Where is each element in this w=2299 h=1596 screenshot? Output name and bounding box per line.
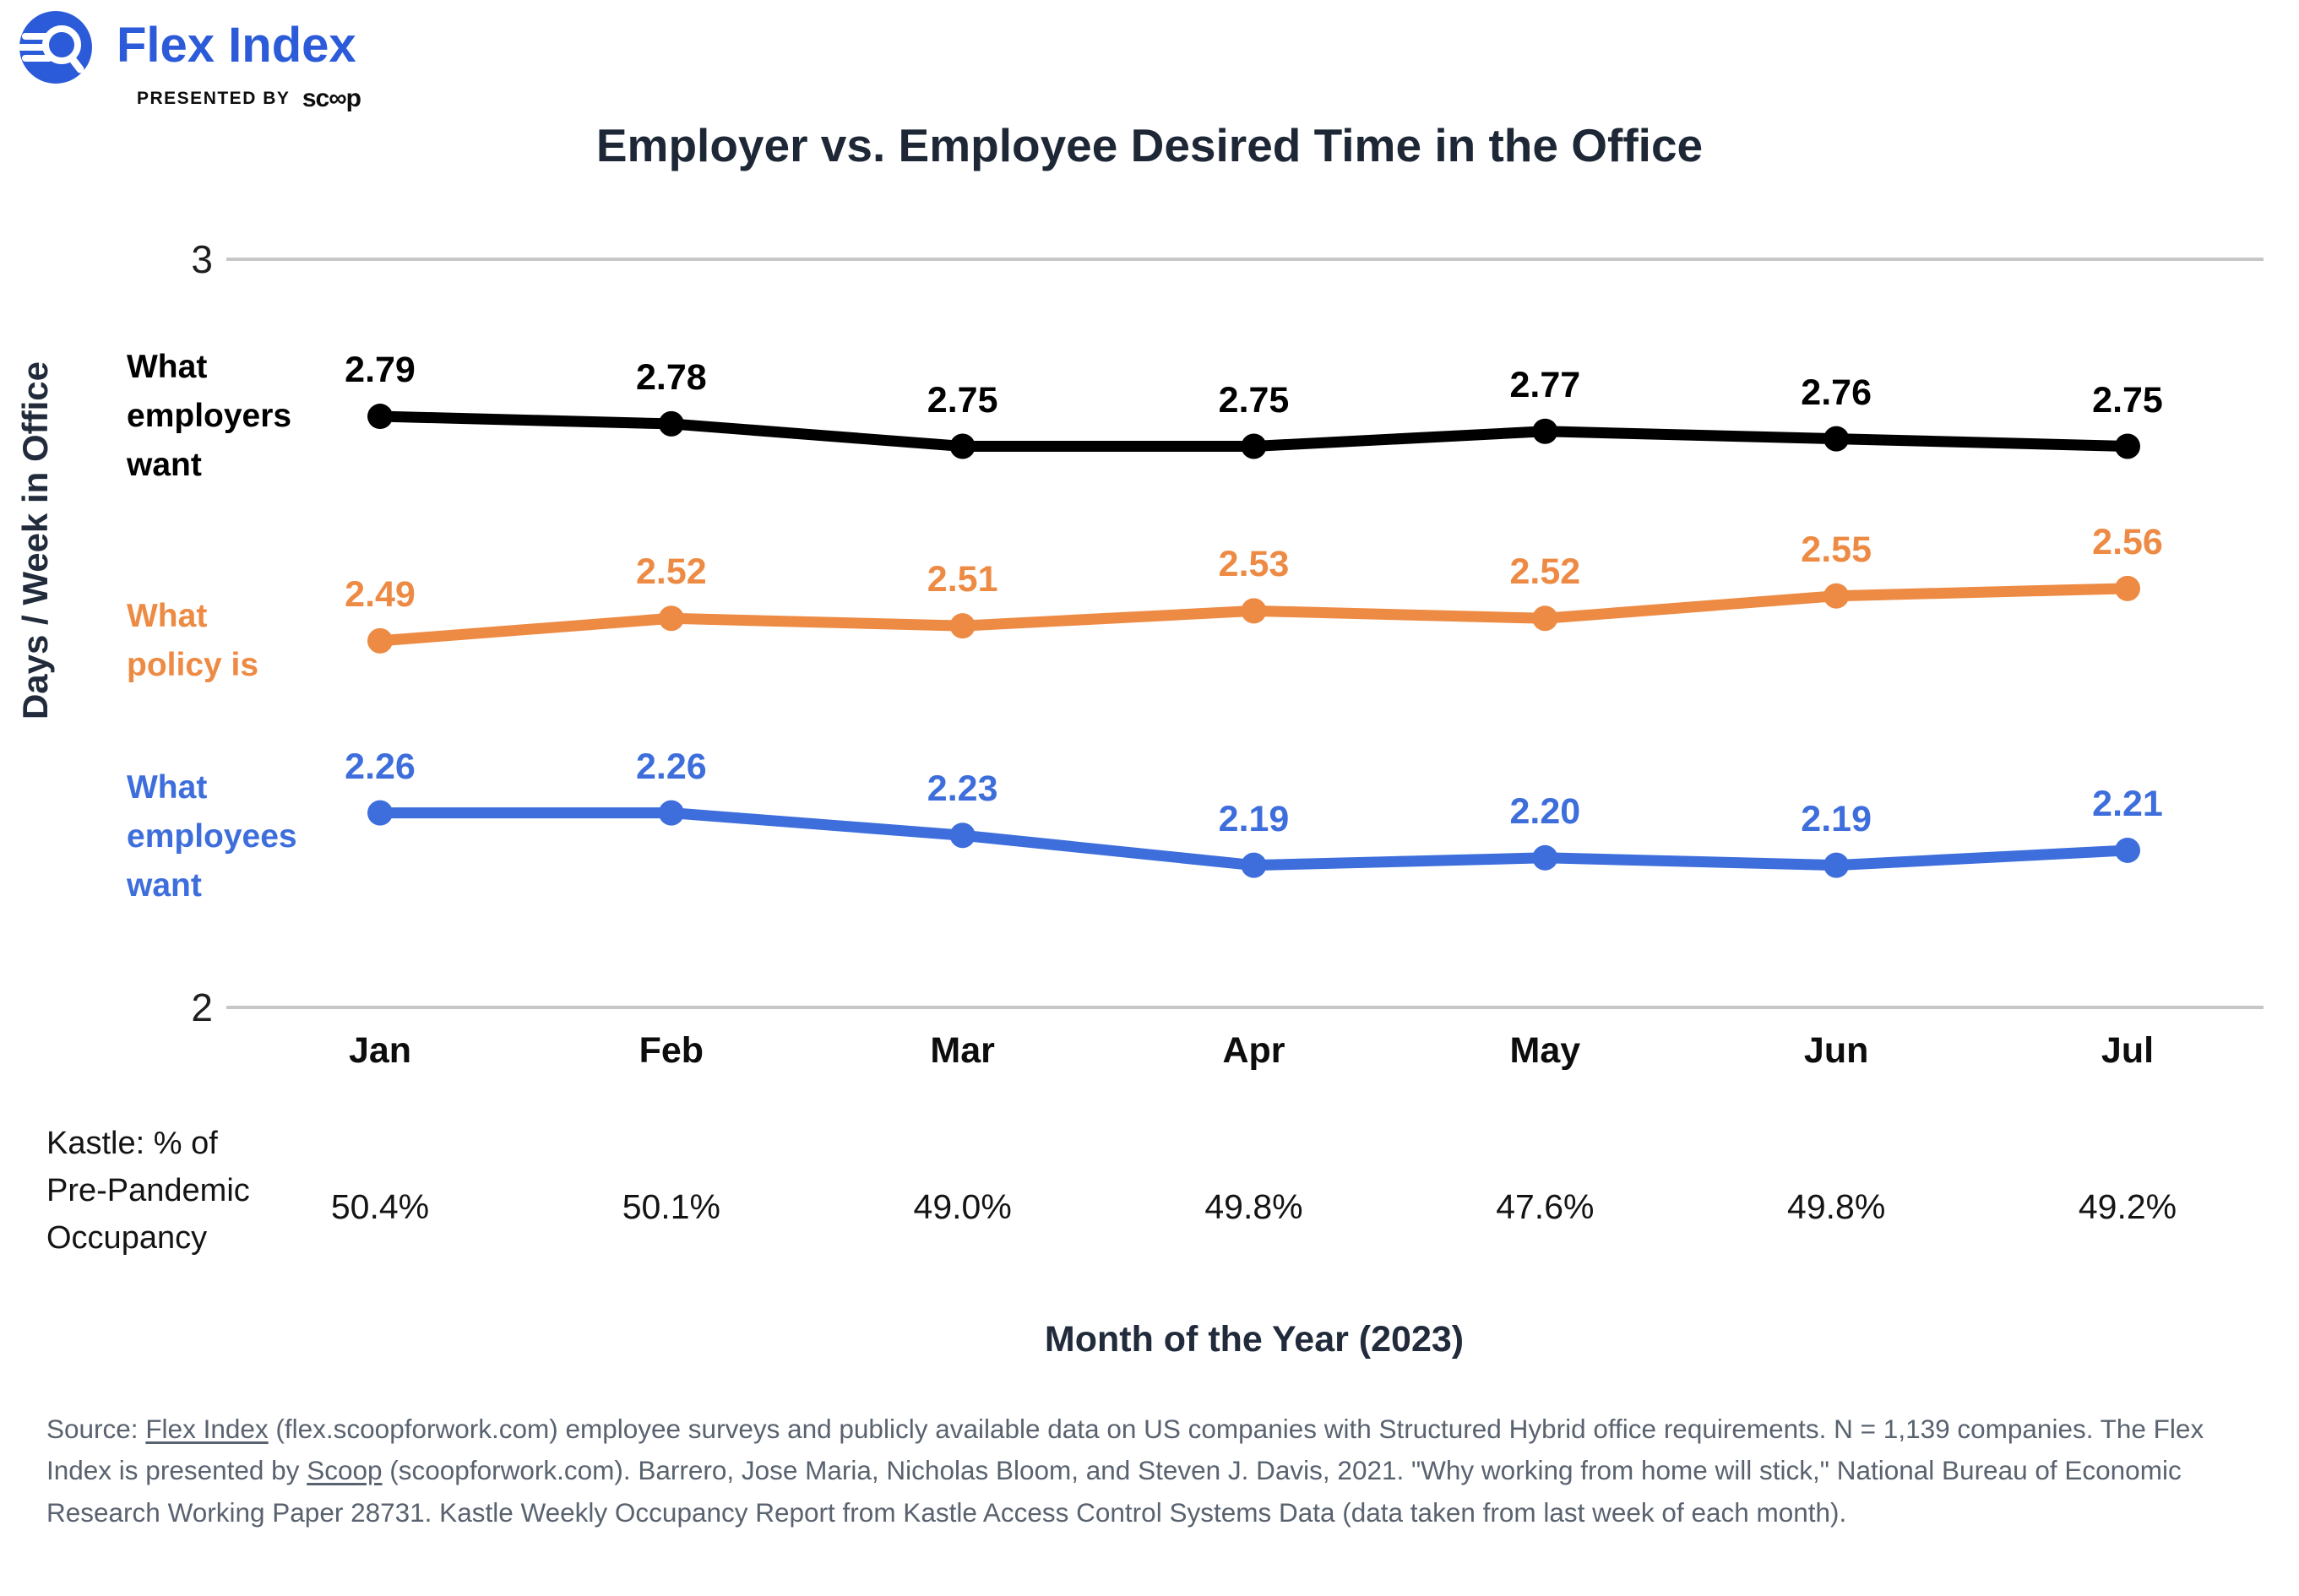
source-link[interactable]: Flex Index xyxy=(145,1414,269,1444)
series-point xyxy=(367,404,393,430)
series-point xyxy=(1823,583,1850,609)
value-label: 2.20 xyxy=(1509,790,1581,832)
presented-by-label: PRESENTED BY xyxy=(137,89,291,108)
kastle-value: 47.6% xyxy=(1496,1187,1595,1226)
month-label: Mar xyxy=(930,1030,995,1071)
value-label: 2.77 xyxy=(1509,364,1581,405)
month-label: Apr xyxy=(1222,1030,1285,1071)
value-label: 2.19 xyxy=(1218,798,1290,839)
scoop-wordmark: sc∞p xyxy=(302,84,361,112)
flex-index-icon xyxy=(19,11,92,84)
series-point xyxy=(1241,598,1267,624)
series-point xyxy=(367,627,393,654)
kastle-value: 50.1% xyxy=(622,1187,720,1226)
value-label: 2.55 xyxy=(1801,529,1872,570)
chart-title: Employer vs. Employee Desired Time in th… xyxy=(595,119,1704,171)
month-label: May xyxy=(1509,1030,1581,1071)
source-text: (flex.scoopforwork.com) employee surveys… xyxy=(46,1414,2204,1486)
kastle-value: 49.8% xyxy=(1204,1187,1303,1226)
value-label: 2.23 xyxy=(927,768,998,810)
kastle-value: 49.2% xyxy=(2078,1187,2177,1226)
series-point xyxy=(949,433,976,459)
value-label: 2.76 xyxy=(1801,372,1872,413)
value-label: 2.26 xyxy=(345,746,416,787)
series-point xyxy=(2115,837,2140,863)
series-point xyxy=(367,800,393,826)
source-text: (scoopforwork.com). Barrero, Jose Maria,… xyxy=(46,1455,2182,1528)
value-label: 2.51 xyxy=(927,559,998,600)
series-point xyxy=(949,613,976,639)
value-label: 2.75 xyxy=(2092,379,2163,421)
kastle-value: 49.0% xyxy=(913,1187,1012,1226)
value-label: 2.49 xyxy=(345,573,416,615)
series-point xyxy=(658,800,684,826)
series-point xyxy=(1823,852,1850,878)
presented-by-row: PRESENTED BY sc∞p xyxy=(137,84,361,113)
y-tick-label: 3 xyxy=(191,237,213,281)
source-note: Source: Flex Index (flex.scoopforwork.co… xyxy=(46,1409,2259,1534)
value-label: 2.75 xyxy=(1218,379,1290,421)
value-label: 2.21 xyxy=(2092,783,2163,824)
series-legend-label: What policy is xyxy=(127,597,259,683)
source-text: Source: xyxy=(46,1414,146,1444)
series-point xyxy=(1241,852,1267,878)
flex-index-wordmark: Flex Index xyxy=(117,18,356,73)
value-label: 2.79 xyxy=(345,350,416,391)
month-label: Jun xyxy=(1803,1030,1869,1071)
series-legend-label: What employers want xyxy=(127,349,292,484)
series-point xyxy=(658,605,684,632)
series-point xyxy=(1532,418,1558,444)
series-point xyxy=(658,410,684,437)
value-label: 2.53 xyxy=(1218,544,1290,585)
flex-index-logo: Flex Index PRESENTED BY sc∞p xyxy=(19,10,441,113)
source-link[interactable]: Scoop xyxy=(307,1455,383,1486)
series-point xyxy=(2115,433,2140,459)
value-label: 2.19 xyxy=(1801,798,1872,839)
series-point xyxy=(1532,605,1558,632)
value-label: 2.52 xyxy=(1509,551,1581,593)
series-point xyxy=(949,822,976,849)
kastle-value: 49.8% xyxy=(1787,1187,1886,1226)
series-point xyxy=(1532,844,1558,871)
value-label: 2.52 xyxy=(635,551,707,593)
value-label: 2.75 xyxy=(927,379,998,421)
month-label: Jul xyxy=(2101,1030,2155,1071)
y-tick-label: 2 xyxy=(191,985,213,1029)
kastle-row-label: Kastle: % of Pre-Pandemic Occupancy xyxy=(46,1126,250,1256)
x-axis-title: Month of the Year (2023) xyxy=(1044,1319,1465,1360)
month-label: Feb xyxy=(639,1030,704,1071)
month-label: Jan xyxy=(348,1030,412,1071)
series-legend-label: What employees want xyxy=(127,768,297,904)
value-label: 2.56 xyxy=(2092,521,2163,562)
value-label: 2.78 xyxy=(635,356,707,398)
value-label: 2.26 xyxy=(635,746,707,787)
kastle-value: 50.4% xyxy=(330,1187,430,1226)
series-point xyxy=(2115,575,2140,601)
series-point xyxy=(1823,426,1850,452)
series-point xyxy=(1241,433,1267,459)
